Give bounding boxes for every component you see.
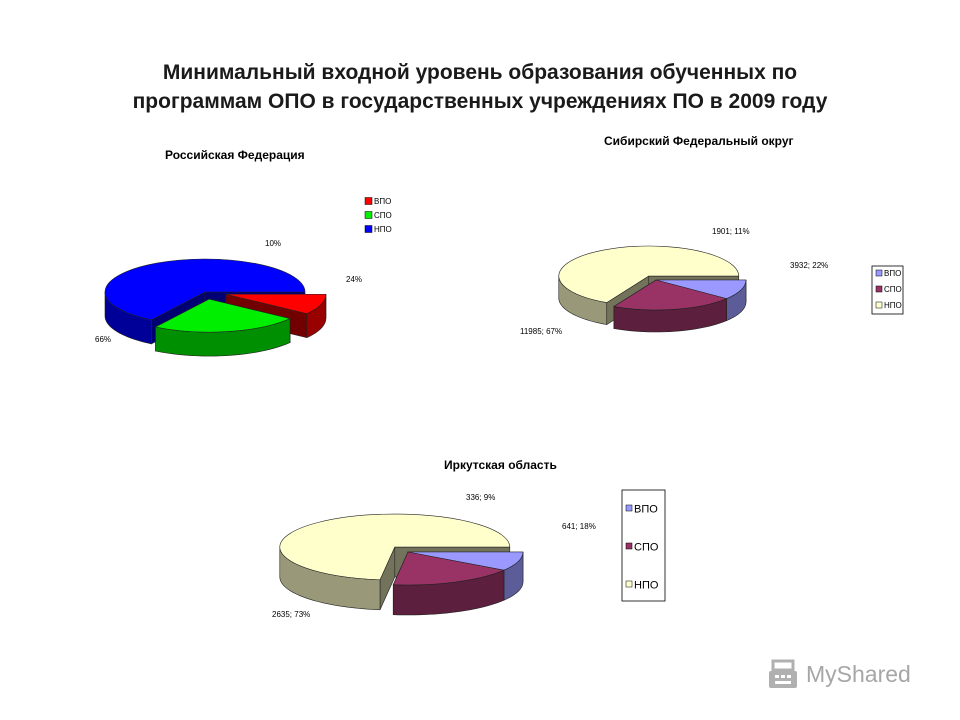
legend-swatch-СПО: [875, 285, 883, 293]
watermark: MyShared: [766, 656, 911, 692]
pie-chart-irk: 336; 9% 641; 18% 2635; 73% ВПО СПО НПО: [272, 489, 666, 619]
chart-title-rf: Российская Федерация: [165, 148, 305, 162]
data-label-НПО: 2635; 73%: [272, 610, 310, 619]
watermark-text: MyShared: [806, 660, 911, 687]
page-title-line-2: программам ОПО в государственных учрежде…: [132, 90, 828, 113]
legend-swatch-СПО: [364, 211, 373, 219]
pie-slice-НПО: [279, 513, 511, 581]
legend-label-СПО: СПО: [374, 211, 392, 220]
pie-slice-СПО: [613, 279, 728, 311]
pie-slice-НПО: [558, 245, 740, 303]
cash-register-icon: [769, 659, 797, 688]
data-label-СПО: 3932; 22%: [790, 261, 828, 270]
legend-label-ВПО: ВПО: [634, 504, 658, 516]
data-label-ВПО: 1901; 11%: [712, 227, 750, 236]
legend-label-ВПО: ВПО: [374, 197, 391, 206]
legend-swatch-СПО: [625, 542, 633, 550]
pie-slice-ВПО: [225, 293, 327, 314]
legend-swatch-ВПО: [875, 269, 883, 277]
chart-title-irk: Иркутская область: [444, 458, 557, 472]
chart-title-sfo: Сибирский Федеральный округ: [604, 134, 794, 148]
data-label-НПО: 66%: [95, 335, 111, 344]
legend-label-СПО: СПО: [634, 542, 659, 554]
legend-swatch-НПО: [875, 301, 883, 309]
legend-label-НПО: НПО: [634, 580, 659, 592]
pie-chart-rf: 10% 24% 66% ВПО СПО НПО: [95, 197, 392, 357]
page-title-line-1: Минимальный входной уровень образования …: [162, 61, 798, 84]
legend-swatch-ВПО: [364, 197, 373, 205]
legend-label-СПО: СПО: [884, 285, 902, 294]
legend-label-НПО: НПО: [884, 301, 902, 310]
pie-chart-sfo: 1901; 11% 3932; 22% 11985; 67% ВПО СПО НПО: [520, 227, 904, 336]
legend-sfo: ВПО СПО НПО: [871, 265, 904, 315]
data-label-НПО: 11985; 67%: [520, 327, 562, 336]
legend-swatch-НПО: [364, 225, 373, 233]
legend-label-НПО: НПО: [374, 225, 392, 234]
legend-swatch-ВПО: [625, 504, 633, 512]
data-label-ВПО: 336; 9%: [466, 493, 495, 502]
data-label-СПО: 641; 18%: [562, 522, 596, 531]
legend-swatch-НПО: [625, 580, 633, 588]
legend-rf: ВПО СПО НПО: [364, 197, 392, 234]
legend-label-ВПО: ВПО: [884, 269, 901, 278]
pie-slice-СПО: [154, 298, 291, 333]
data-label-ВПО: 10%: [265, 239, 281, 248]
pie-slice-СПО: [392, 551, 505, 586]
pie-slice-НПО: [104, 258, 306, 321]
page-title: Минимальный входной уровень образования …: [60, 58, 900, 116]
legend-irk: ВПО СПО НПО: [621, 489, 666, 602]
data-label-СПО: 24%: [346, 275, 362, 284]
